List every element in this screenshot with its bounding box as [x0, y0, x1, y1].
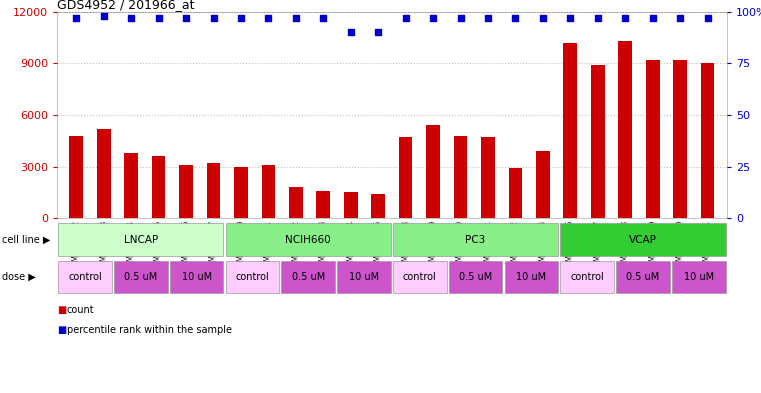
Point — [647, 15, 659, 21]
Bar — [426, 125, 440, 218]
Bar — [393, 261, 447, 293]
Point — [70, 15, 82, 21]
Point — [537, 15, 549, 21]
Point — [427, 15, 439, 21]
Bar — [505, 261, 559, 293]
Text: control: control — [570, 272, 604, 282]
Text: count: count — [67, 305, 94, 316]
Bar — [179, 165, 193, 218]
Bar — [207, 163, 221, 218]
Bar — [289, 187, 303, 218]
Point — [97, 13, 110, 19]
Bar — [508, 168, 522, 218]
Text: 0.5 uM: 0.5 uM — [626, 272, 660, 282]
Point — [591, 15, 603, 21]
Text: 0.5 uM: 0.5 uM — [291, 272, 325, 282]
Text: 10 uM: 10 uM — [684, 272, 714, 282]
Bar — [560, 224, 726, 256]
Text: ■: ■ — [57, 305, 66, 316]
Point — [482, 15, 494, 21]
Bar — [616, 261, 670, 293]
Bar — [151, 156, 165, 218]
Text: GDS4952 / 201966_at: GDS4952 / 201966_at — [57, 0, 195, 11]
Text: control: control — [235, 272, 269, 282]
Bar — [563, 43, 577, 218]
Point — [125, 15, 137, 21]
Point — [290, 15, 302, 21]
Bar — [317, 191, 330, 218]
Text: control: control — [403, 272, 437, 282]
Bar — [672, 261, 726, 293]
Bar — [673, 60, 687, 218]
Text: cell line ▶: cell line ▶ — [2, 235, 51, 245]
Text: 10 uM: 10 uM — [349, 272, 379, 282]
Bar — [371, 194, 385, 218]
Bar — [399, 137, 412, 218]
Point — [702, 15, 714, 21]
Point — [372, 29, 384, 36]
Bar — [225, 224, 391, 256]
Bar — [282, 261, 335, 293]
Point — [317, 15, 330, 21]
Bar — [393, 224, 559, 256]
Text: 10 uM: 10 uM — [182, 272, 212, 282]
Point — [454, 15, 466, 21]
Bar — [481, 137, 495, 218]
Text: 10 uM: 10 uM — [517, 272, 546, 282]
Point — [619, 15, 632, 21]
Bar — [646, 60, 660, 218]
Text: LNCAP: LNCAP — [123, 235, 158, 245]
Bar — [69, 136, 83, 218]
Point — [674, 15, 686, 21]
Text: 0.5 uM: 0.5 uM — [124, 272, 158, 282]
Bar — [97, 129, 110, 218]
Point — [564, 15, 576, 21]
Bar — [454, 136, 467, 218]
Bar — [225, 261, 279, 293]
Text: NCIH660: NCIH660 — [285, 235, 331, 245]
Bar — [591, 65, 605, 218]
Bar — [262, 165, 275, 218]
Bar — [449, 261, 502, 293]
Bar — [58, 224, 224, 256]
Bar — [619, 41, 632, 218]
Bar — [536, 151, 549, 218]
Text: VCAP: VCAP — [629, 235, 657, 245]
Text: ■: ■ — [57, 325, 66, 335]
Bar — [124, 153, 138, 218]
Point — [235, 15, 247, 21]
Point — [509, 15, 521, 21]
Bar — [560, 261, 614, 293]
Bar — [234, 167, 248, 218]
Point — [152, 15, 164, 21]
Bar — [58, 261, 112, 293]
Bar — [344, 192, 358, 218]
Text: 0.5 uM: 0.5 uM — [459, 272, 492, 282]
Bar — [701, 63, 715, 218]
Point — [263, 15, 275, 21]
Bar — [337, 261, 391, 293]
Point — [400, 15, 412, 21]
Text: percentile rank within the sample: percentile rank within the sample — [67, 325, 232, 335]
Point — [345, 29, 357, 36]
Bar — [170, 261, 224, 293]
Bar — [114, 261, 167, 293]
Point — [208, 15, 220, 21]
Point — [180, 15, 193, 21]
Text: PC3: PC3 — [466, 235, 486, 245]
Text: control: control — [68, 272, 102, 282]
Text: dose ▶: dose ▶ — [2, 272, 36, 282]
